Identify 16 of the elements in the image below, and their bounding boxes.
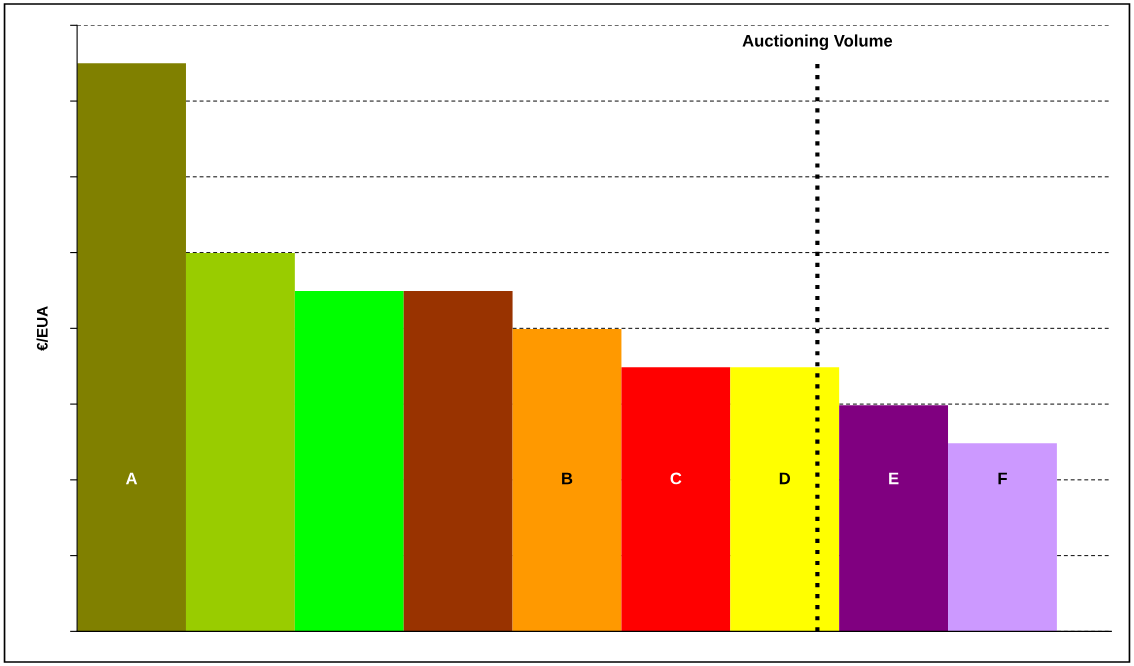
x-tick-label: E: [889, 472, 899, 485]
x-tick-label: F: [998, 472, 1007, 485]
bar: [948, 443, 1057, 632]
x-tick-label: D: [779, 472, 791, 485]
bar: [294, 291, 404, 632]
bar: [512, 329, 622, 632]
ref-line-label: Auctioning Volume: [742, 34, 893, 51]
x-tick-label: C: [670, 472, 682, 485]
bar: [839, 405, 949, 632]
bar: [185, 252, 295, 632]
x-tick-label: B: [562, 472, 573, 485]
bar: [403, 291, 513, 632]
x-tick-label: A: [125, 472, 138, 485]
bar: [77, 63, 186, 632]
bar: [621, 367, 731, 632]
y-axis-title: €/EUA: [36, 306, 48, 351]
